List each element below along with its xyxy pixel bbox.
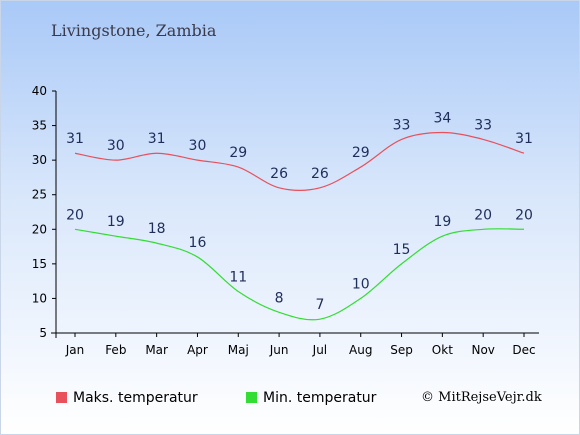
data-label: 11 xyxy=(229,270,247,286)
x-tick-label: Okt xyxy=(432,343,453,357)
chart-series xyxy=(74,131,525,321)
data-label: 29 xyxy=(229,145,247,161)
series-line-min xyxy=(74,228,525,321)
chart-data-labels: 31 30 31 30 29 26 26 29 33 34 33 31 20 19 18 16 11 8 7 10 15… xyxy=(66,110,533,313)
y-tick-label: 15 xyxy=(32,257,47,271)
x-tick-label: Nov xyxy=(471,343,494,357)
data-label: 19 xyxy=(107,214,125,230)
data-label: 19 xyxy=(433,214,451,230)
chart-axes: 5 10 15 20 25 30 35 40 Jan Feb Mar Apr Maj Jun Jul Aug S… xyxy=(32,84,539,357)
data-label: 31 xyxy=(148,131,166,147)
legend-label-max: Maks. temperatur xyxy=(73,390,198,406)
x-tick-label: Feb xyxy=(105,343,126,357)
x-tick-label: Jan xyxy=(65,343,85,357)
x-tick-label: Aug xyxy=(349,343,372,357)
legend-swatch-min xyxy=(246,392,257,403)
x-tick-label: Apr xyxy=(187,343,208,357)
data-label: 31 xyxy=(515,131,533,147)
data-label: 30 xyxy=(189,138,207,154)
y-tick-label: 20 xyxy=(32,222,47,236)
x-tick-label: Maj xyxy=(228,343,249,357)
data-label: 15 xyxy=(393,242,411,258)
data-label: 20 xyxy=(515,207,533,223)
data-label: 16 xyxy=(189,235,207,251)
legend-item-max: Maks. temperatur xyxy=(56,390,198,406)
data-label: 31 xyxy=(66,131,84,147)
data-label: 30 xyxy=(107,138,125,154)
data-label: 18 xyxy=(148,221,166,237)
legend-swatch-max xyxy=(56,392,67,403)
legend-item-min: Min. temperatur xyxy=(246,390,376,406)
data-label: 33 xyxy=(474,117,492,133)
x-tick-label: Mar xyxy=(145,343,168,357)
source-credit: © MitRejseVejr.dk xyxy=(421,390,542,405)
data-label: 7 xyxy=(315,297,324,313)
series-line-max xyxy=(74,131,525,191)
chart-title: Livingstone, Zambia xyxy=(51,21,217,40)
y-tick-label: 35 xyxy=(32,119,47,133)
data-label: 26 xyxy=(270,166,288,182)
legend-label-min: Min. temperatur xyxy=(263,390,377,406)
x-tick-label: Dec xyxy=(512,343,535,357)
data-label: 10 xyxy=(352,276,370,292)
x-tick-label: Sep xyxy=(390,343,413,357)
y-tick-label: 25 xyxy=(32,188,47,202)
y-tick-label: 10 xyxy=(32,291,47,305)
y-tick-label: 30 xyxy=(32,153,47,167)
data-label: 8 xyxy=(275,290,284,306)
y-tick-label: 40 xyxy=(32,84,47,98)
y-tick-label: 5 xyxy=(39,326,47,340)
data-label: 26 xyxy=(311,166,329,182)
data-label: 33 xyxy=(393,117,411,133)
data-label: 29 xyxy=(352,145,370,161)
data-label: 20 xyxy=(66,207,84,223)
data-label: 34 xyxy=(433,110,451,126)
x-tick-label: Jun xyxy=(269,343,289,357)
data-label: 20 xyxy=(474,207,492,223)
x-tick-label: Jul xyxy=(312,343,327,357)
